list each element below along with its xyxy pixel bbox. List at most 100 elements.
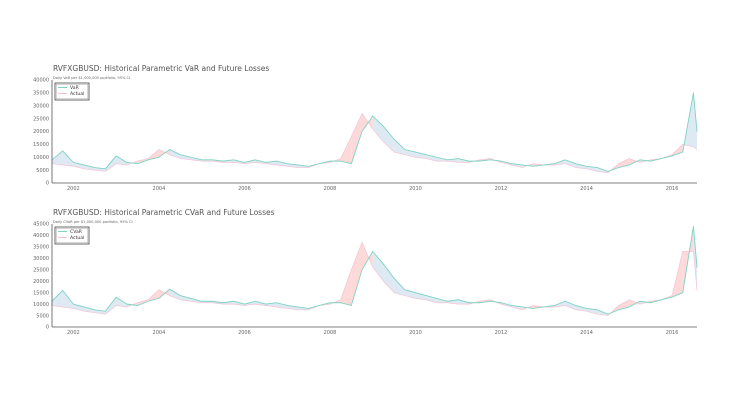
data-point-actual — [329, 162, 331, 163]
series-line-var — [51, 92, 698, 172]
x-tick-label: 2002 — [67, 330, 80, 336]
data-point-actual — [147, 158, 149, 159]
data-point-actual — [650, 159, 652, 161]
loss-below-fill — [394, 139, 405, 155]
data-point-actual — [383, 141, 384, 143]
data-point-var — [532, 165, 534, 167]
legend-inner-border — [56, 227, 89, 243]
y-tick-label: 15000 — [33, 290, 49, 296]
loss-below-fill — [426, 154, 437, 162]
data-point-var — [158, 156, 160, 158]
data-point-cvar — [639, 300, 641, 302]
loss-exceeds-fill — [340, 136, 352, 164]
data-point-var — [618, 167, 619, 168]
data-point-actual — [415, 156, 416, 158]
data-point-actual — [233, 162, 235, 163]
data-point-var — [511, 163, 513, 165]
y-tick-label: 5000 — [36, 168, 49, 174]
loss-below-fill — [511, 305, 523, 310]
data-point-var — [543, 164, 545, 166]
data-point-cvar — [169, 288, 170, 290]
loss-below-fill — [372, 251, 384, 282]
data-point-var — [479, 160, 480, 162]
chart-subtitle-cvar: Daily CVaR per $1,000,000 portfolio, 95%… — [53, 220, 133, 224]
data-point-cvar — [457, 299, 459, 301]
data-point-actual — [639, 162, 641, 163]
chart-subtitle-var: Daily VaR per $1,000,000 portfolio, 95% … — [53, 76, 131, 80]
data-point-actual — [479, 300, 480, 302]
data-point-actual — [468, 162, 470, 163]
data-point-actual — [62, 306, 64, 308]
loss-below-fill — [52, 150, 63, 165]
data-point-cvar — [105, 310, 106, 312]
data-point-actual — [671, 154, 673, 156]
data-point-var — [383, 126, 384, 127]
data-point-actual — [618, 163, 619, 165]
data-point-cvar — [696, 267, 698, 268]
data-point-var — [254, 159, 256, 161]
x-tick-label: 2012 — [495, 330, 508, 336]
y-tick-label: 5000 — [36, 313, 49, 319]
data-point-var — [318, 163, 320, 165]
data-point-var — [265, 162, 267, 163]
data-point-actual — [137, 302, 138, 304]
data-point-cvar — [361, 269, 363, 271]
data-point-var — [522, 164, 523, 166]
data-point-actual — [564, 163, 566, 165]
data-point-var — [276, 160, 277, 162]
data-point-actual — [265, 163, 267, 165]
data-point-actual — [479, 159, 480, 161]
data-point-cvar — [297, 306, 299, 308]
chart-title-cvar: RVFXGBUSD: Historical Parametric CVaR an… — [53, 208, 275, 217]
data-point-cvar — [554, 305, 555, 306]
data-point-actual — [94, 312, 96, 314]
loss-below-fill — [73, 162, 85, 169]
series-line-actual — [51, 241, 698, 316]
data-point-var — [105, 168, 106, 170]
data-point-actual — [457, 303, 459, 305]
data-point-actual — [126, 164, 128, 166]
data-point-cvar — [682, 292, 684, 294]
data-point-var — [169, 149, 170, 150]
data-point-actual — [212, 160, 213, 162]
x-tick-label: 2004 — [153, 330, 166, 336]
data-point-var — [350, 163, 352, 165]
data-point-cvar — [94, 309, 96, 311]
data-point-cvar — [212, 300, 213, 302]
data-point-cvar — [511, 305, 513, 306]
data-point-actual — [350, 269, 352, 271]
loss-below-fill — [116, 297, 127, 307]
data-point-actual — [511, 164, 513, 166]
y-tick-label: 25000 — [33, 267, 49, 273]
data-point-actual — [682, 144, 684, 145]
loss-below-fill — [693, 226, 697, 291]
data-point-actual — [372, 128, 374, 130]
data-point-actual — [350, 136, 352, 137]
y-tick-label: 10000 — [33, 155, 49, 161]
data-point-actual — [201, 160, 203, 162]
x-tick-label: 2008 — [324, 186, 337, 192]
chart-0: 0 5000 10000 15000 20000 25000 30000 35000 40000… — [33, 78, 698, 192]
data-point-actual — [511, 306, 513, 308]
data-point-var — [554, 163, 555, 165]
y-tick-label: 10000 — [33, 302, 49, 308]
data-point-actual — [436, 160, 438, 162]
data-point-cvar — [628, 306, 630, 308]
y-tick-label: 0 — [46, 325, 49, 331]
data-point-actual — [276, 164, 277, 166]
loss-below-fill — [169, 149, 181, 159]
data-point-cvar — [468, 302, 470, 304]
loss-below-fill — [565, 159, 576, 168]
data-point-cvar — [329, 302, 331, 304]
data-point-actual — [361, 241, 363, 243]
data-point-actual — [83, 310, 85, 312]
data-point-var — [233, 159, 235, 161]
data-point-actual — [286, 165, 288, 167]
data-point-var — [415, 151, 416, 153]
data-point-actual — [105, 171, 106, 172]
data-point-cvar — [73, 303, 74, 305]
data-point-var — [693, 92, 694, 94]
data-point-actual — [383, 280, 384, 282]
data-point-actual — [650, 300, 652, 302]
data-point-actual — [404, 154, 406, 156]
